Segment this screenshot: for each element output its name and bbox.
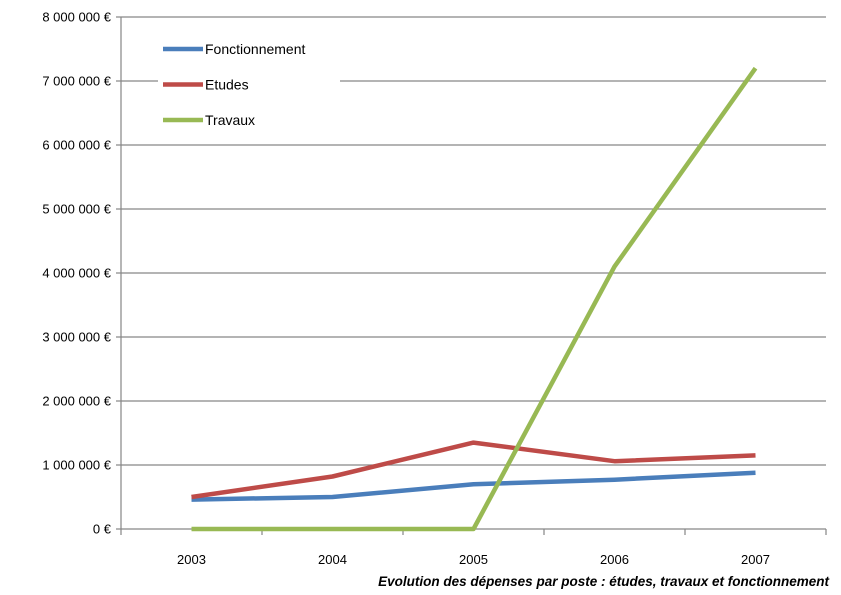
x-tick-label: 2005 <box>459 552 488 567</box>
y-tick-label: 2 000 000 € <box>42 394 111 409</box>
series-line-fonctionnement <box>191 470 756 502</box>
x-tick-label: 2004 <box>318 552 347 567</box>
y-tick-label: 0 € <box>93 522 112 537</box>
legend: Fonctionnement Etudes Travaux <box>158 33 340 137</box>
x-tick-label: 2003 <box>177 552 206 567</box>
y-tick-label: 7 000 000 € <box>42 74 111 89</box>
series-line-travaux <box>191 66 758 532</box>
x-tick-label: 2006 <box>600 552 629 567</box>
y-tick-labels: 0 € 1 000 000 € 2 000 000 € 3 000 000 € 4 00… <box>42 10 111 537</box>
y-tick-label: 6 000 000 € <box>42 138 111 153</box>
series-line-etudes <box>191 440 756 500</box>
series-lines <box>191 66 758 532</box>
x-tick-label: 2007 <box>741 552 770 567</box>
legend-label: Travaux <box>205 112 255 128</box>
y-tick-label: 3 000 000 € <box>42 330 111 345</box>
legend-label: Etudes <box>205 77 249 93</box>
y-tick-label: 1 000 000 € <box>42 458 111 473</box>
legend-label: Fonctionnement <box>205 41 306 57</box>
y-tick-label: 8 000 000 € <box>42 10 111 25</box>
y-tick-label: 5 000 000 € <box>42 202 111 217</box>
x-tick-labels: 2003 2004 2005 2006 2007 <box>177 552 770 567</box>
y-tick-label: 4 000 000 € <box>42 266 111 281</box>
chart-caption: Evolution des dépenses par poste : étude… <box>378 574 829 589</box>
